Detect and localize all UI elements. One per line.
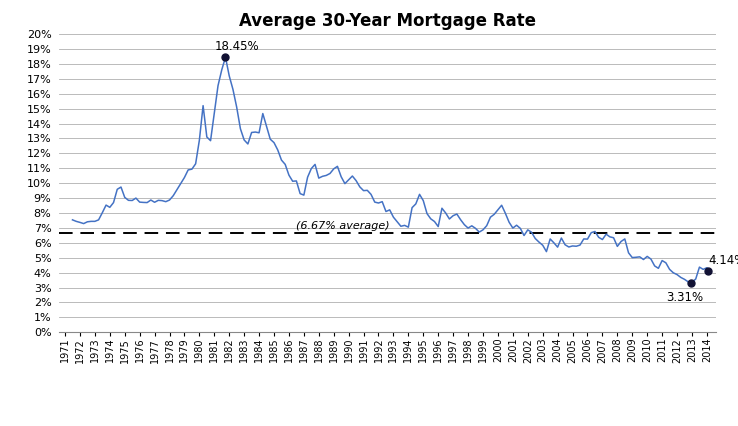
Text: 4.14%: 4.14%: [708, 254, 738, 268]
Title: Average 30-Year Mortgage Rate: Average 30-Year Mortgage Rate: [239, 12, 536, 30]
Text: 18.45%: 18.45%: [214, 40, 259, 53]
Text: 3.31%: 3.31%: [666, 291, 703, 304]
Text: (6.67% average): (6.67% average): [297, 221, 390, 231]
